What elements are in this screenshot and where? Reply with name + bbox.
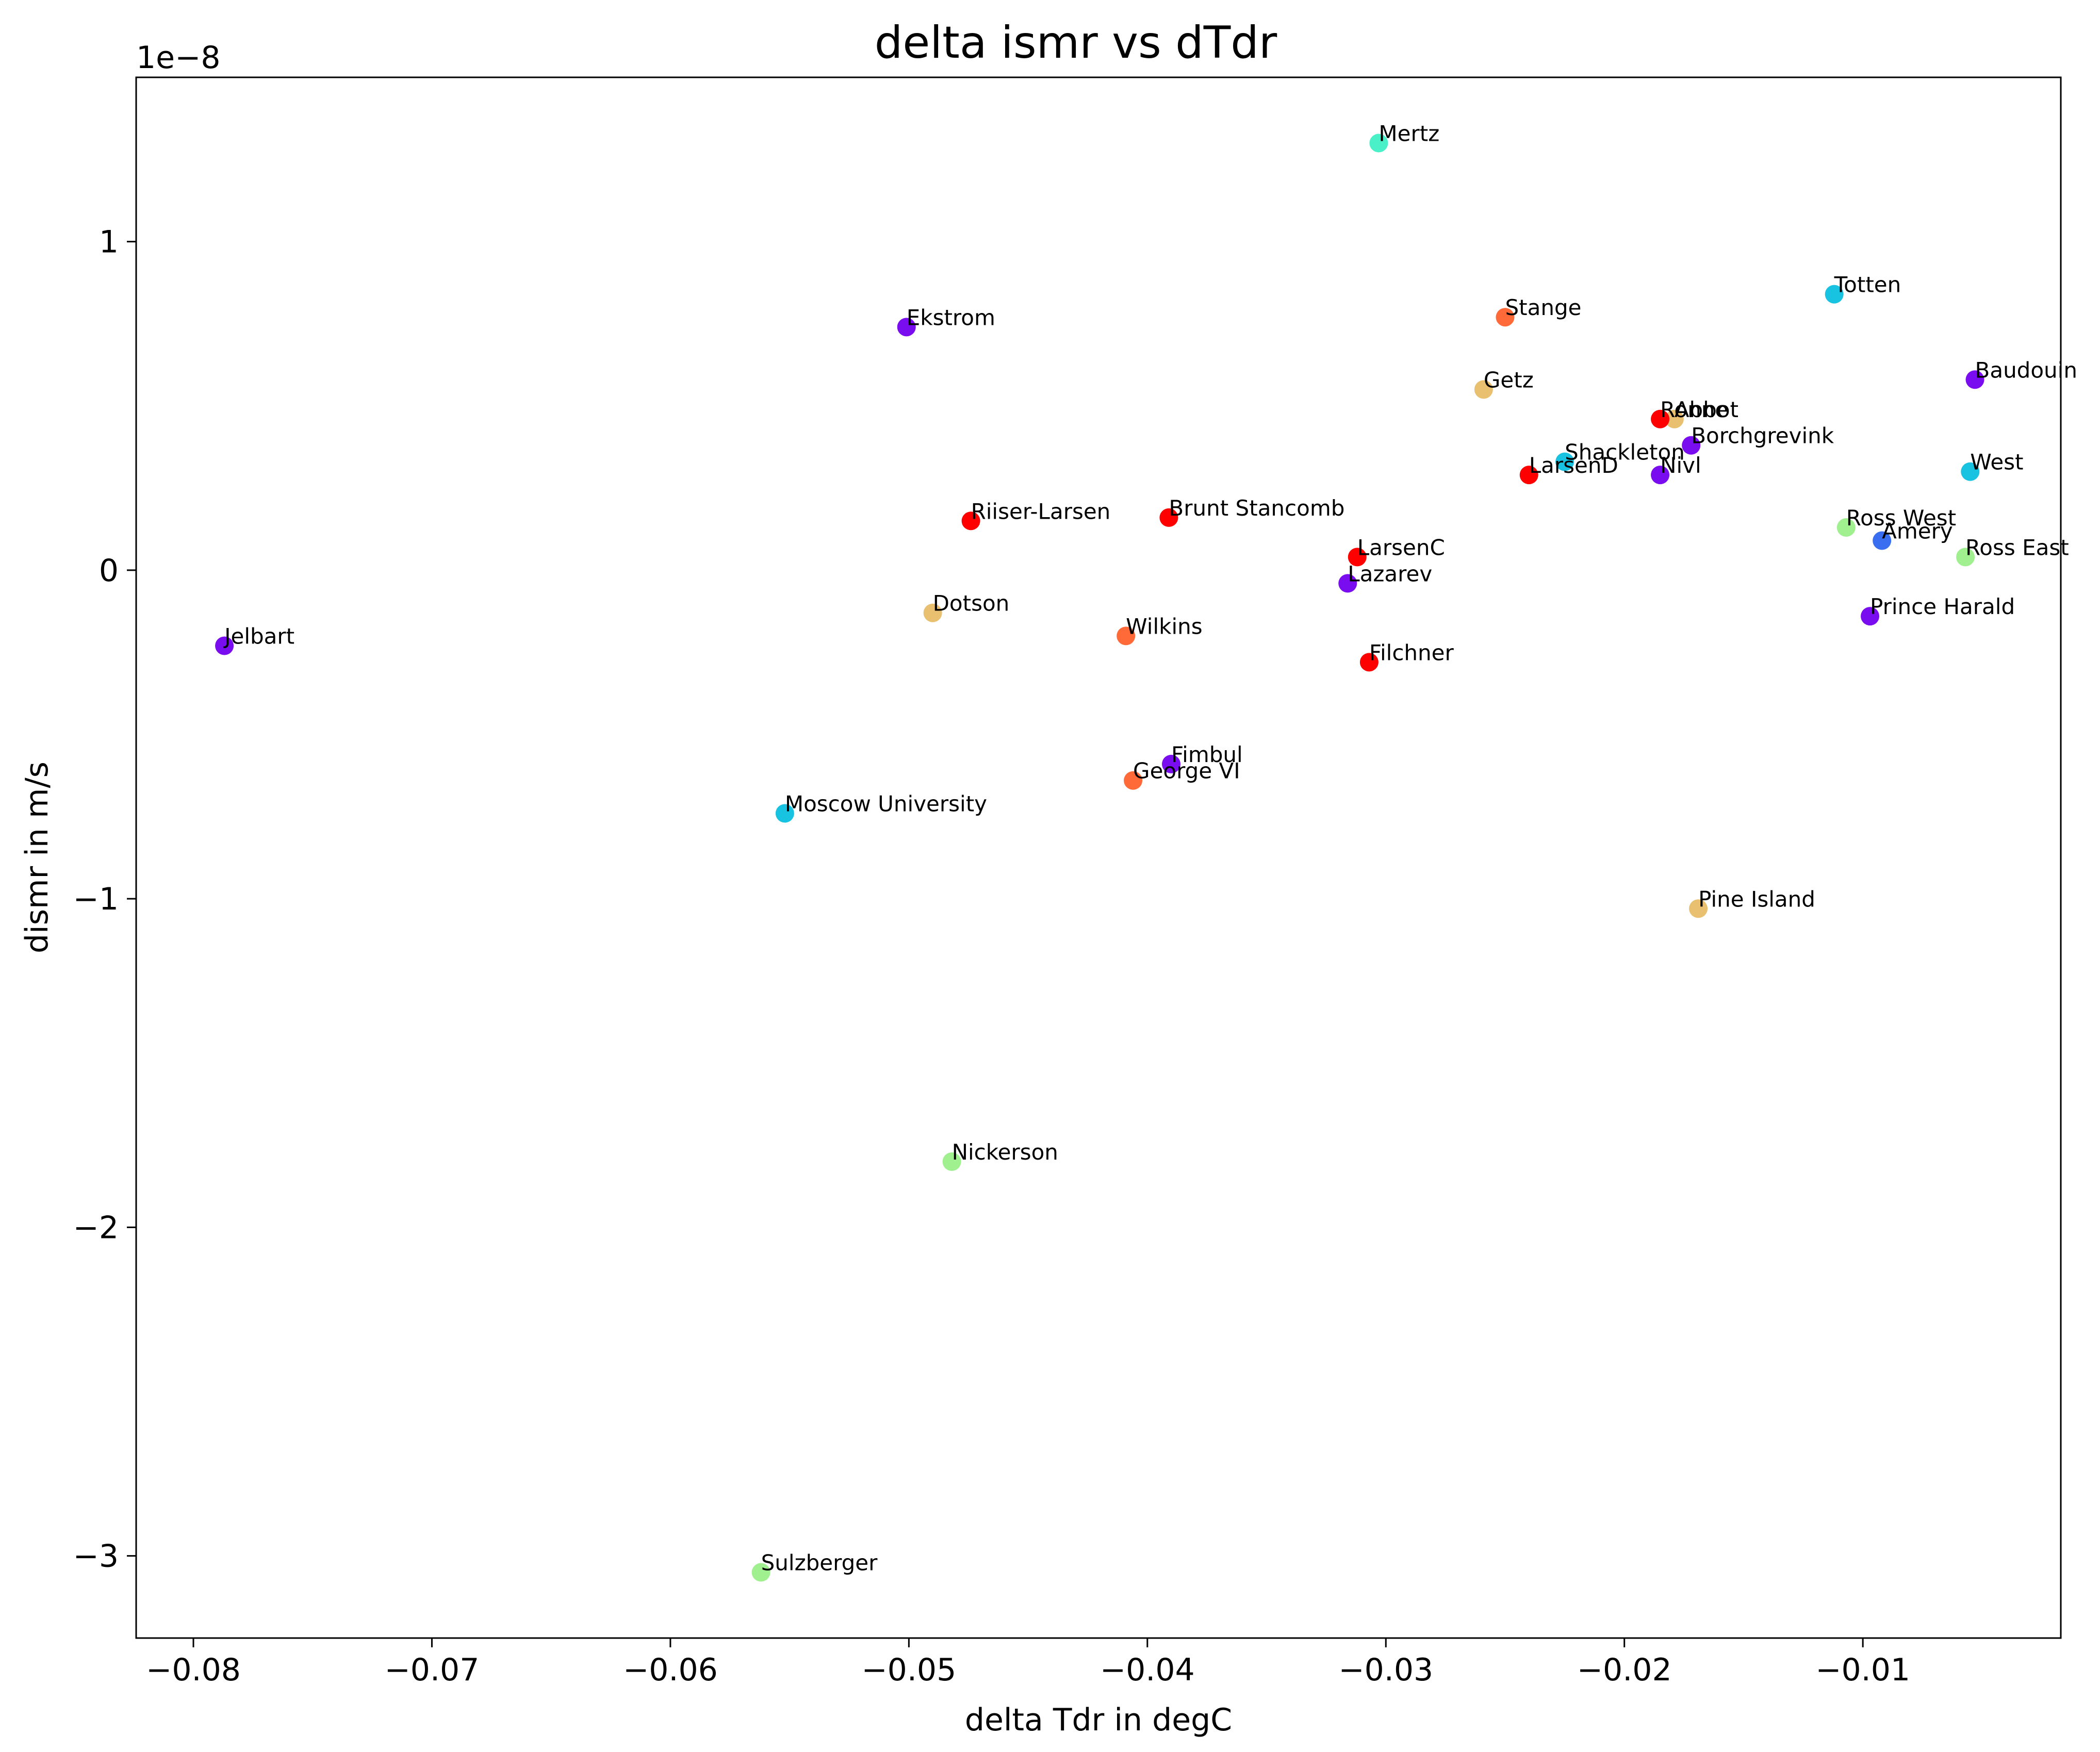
data-point: [1956, 548, 1975, 567]
data-point: [1689, 899, 1708, 918]
data-point: [1117, 626, 1136, 646]
data-label: Ronne: [1660, 397, 1728, 422]
data-label: Ross East: [1965, 535, 2069, 560]
x-tick-label: −0.08: [146, 1652, 241, 1688]
data-label: Moscow University: [785, 791, 987, 816]
data-point: [961, 511, 980, 531]
data-point: [1474, 380, 1493, 399]
data-label: LarsenC: [1357, 535, 1445, 560]
data-label: Lazarev: [1348, 561, 1432, 586]
data-point: [1124, 771, 1143, 790]
y-tick-label: 0: [99, 553, 119, 589]
data-label: Riiser-Larsen: [971, 499, 1111, 524]
y-offset-label: 1e−8: [136, 40, 221, 76]
data-point: [1873, 531, 1892, 550]
data-point: [1651, 466, 1670, 485]
data-point: [1836, 518, 1856, 537]
x-tick-label: −0.02: [1577, 1652, 1672, 1688]
data-point: [1359, 653, 1379, 672]
data-label: Ekstrom: [907, 305, 995, 330]
data-label: Amery: [1882, 519, 1953, 544]
data-point: [215, 636, 234, 655]
data-point: [751, 1563, 770, 1582]
data-label: Shackleton: [1565, 440, 1685, 465]
data-point: [1961, 462, 1980, 481]
data-point: [1965, 370, 1984, 389]
data-label: Totten: [1834, 272, 1901, 297]
data-point: [1651, 409, 1670, 428]
data-label: Filchner: [1369, 640, 1454, 665]
data-label: Getz: [1484, 367, 1534, 392]
data-point: [1162, 754, 1181, 773]
x-tick-label: −0.04: [1100, 1652, 1195, 1688]
data-point: [1682, 436, 1701, 455]
y-tick-label: 1: [99, 224, 119, 260]
x-tick-label: −0.06: [623, 1652, 718, 1688]
plot-frame: [135, 76, 2062, 1639]
data-label: LarsenD: [1529, 453, 1618, 478]
x-tick-label: −0.07: [385, 1652, 480, 1688]
y-tick-label: −1: [73, 881, 119, 917]
data-point: [775, 804, 794, 823]
x-axis-label: delta Tdr in degC: [965, 1702, 1232, 1738]
data-label: George VI: [1133, 758, 1240, 784]
data-point: [1861, 607, 1880, 626]
data-labels: Mertz Totten Ekstrom Stange Getz Baudouin Abbo…: [223, 121, 2077, 1575]
x-tick-label: −0.01: [1815, 1652, 1910, 1688]
chart-title: delta ismr vs dTdr: [875, 17, 1277, 69]
data-point: [1348, 548, 1367, 567]
y-tick-label: −2: [73, 1210, 119, 1246]
data-label: Dotson: [933, 591, 1010, 616]
data-label: Nivl: [1660, 453, 1701, 478]
data-point: [1338, 574, 1357, 593]
data-point: [897, 318, 916, 337]
data-point: [1665, 409, 1684, 428]
data-point: [1496, 308, 1515, 327]
data-label: Baudouin: [1975, 357, 2077, 383]
data-label: Sulzberger: [761, 1550, 878, 1576]
x-tick-label: −0.03: [1338, 1652, 1433, 1688]
data-label: Fimbul: [1171, 742, 1243, 767]
data-points: [215, 134, 1984, 1582]
data-label: Nickerson: [952, 1139, 1058, 1165]
y-axis-label: dismr in m/s: [19, 762, 55, 953]
data-label: West: [1970, 450, 2023, 475]
data-label: Ross West: [1846, 505, 1956, 531]
data-label: Stange: [1505, 295, 1581, 320]
data-label: Pine Island: [1698, 886, 1815, 912]
data-label: Abbot: [1675, 397, 1738, 422]
data-point: [1159, 508, 1178, 527]
y-tick-label: −3: [73, 1539, 119, 1575]
y-axis: −3 −2 −1 0 1: [73, 224, 136, 1575]
data-label: Mertz: [1379, 121, 1439, 146]
data-label: Jelbart: [223, 623, 294, 649]
data-point: [942, 1152, 961, 1171]
data-point: [923, 603, 942, 622]
data-point: [1555, 452, 1574, 471]
data-label: Borchgrevink: [1691, 423, 1834, 449]
data-label: Wilkins: [1126, 614, 1202, 639]
data-point: [1825, 285, 1844, 304]
data-point: [1369, 134, 1388, 153]
x-tick-label: −0.05: [861, 1652, 956, 1688]
data-label: Prince Harald: [1870, 594, 2015, 619]
x-axis: −0.08 −0.07 −0.06 −0.05 −0.04 −0.03 −0.02 −0.01: [146, 1638, 1910, 1688]
data-point: [1519, 466, 1538, 485]
data-label: Brunt Stancomb: [1169, 495, 1344, 521]
